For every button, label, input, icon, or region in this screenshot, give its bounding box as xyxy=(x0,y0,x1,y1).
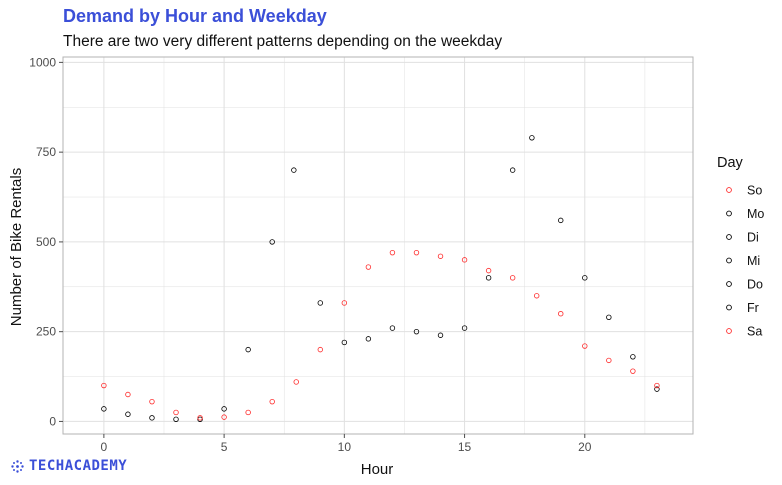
data-point xyxy=(654,382,660,389)
data-point xyxy=(529,135,535,141)
x-tick-label: 5 xyxy=(221,440,228,454)
data-point xyxy=(534,293,540,299)
data-point xyxy=(461,257,468,263)
data-point xyxy=(341,339,348,346)
y-tick-label: 500 xyxy=(36,235,56,249)
data-point xyxy=(582,343,588,349)
legend-label: So xyxy=(747,184,762,198)
data-point xyxy=(630,368,636,374)
data-point xyxy=(654,386,660,392)
data-point xyxy=(173,416,179,422)
data-point xyxy=(630,354,636,360)
y-tick-label: 250 xyxy=(36,325,56,339)
legend-key xyxy=(726,257,732,264)
data-point xyxy=(101,406,107,412)
y-tick-label: 750 xyxy=(36,145,56,159)
data-point xyxy=(582,275,588,281)
data-point xyxy=(485,267,492,274)
legend-key xyxy=(726,210,732,217)
data-point xyxy=(509,275,516,281)
data-point xyxy=(365,264,372,270)
data-point xyxy=(317,300,323,306)
chart-subtitle: There are two very different patterns de… xyxy=(63,33,503,50)
data-point xyxy=(221,406,227,412)
legend-key xyxy=(726,328,732,334)
legend-key xyxy=(726,281,732,287)
y-axis-title: Number of Bike Rentals xyxy=(8,168,25,326)
data-point xyxy=(606,314,612,321)
data-point xyxy=(389,249,396,256)
data-point xyxy=(291,167,297,173)
legend-label: Fr xyxy=(747,301,759,315)
panel-border xyxy=(62,56,694,435)
chart-title: Demand by Hour and Weekday xyxy=(63,6,327,26)
data-point xyxy=(221,414,227,420)
data-point xyxy=(245,409,251,416)
data-point xyxy=(558,217,564,224)
data-point xyxy=(197,415,203,421)
x-tick-label: 20 xyxy=(578,440,592,454)
data-point xyxy=(413,249,420,256)
data-point xyxy=(149,398,155,405)
data-point xyxy=(437,253,444,259)
data-point xyxy=(389,325,396,331)
data-point xyxy=(269,398,275,405)
x-tick-label: 0 xyxy=(101,440,108,454)
data-point xyxy=(317,346,323,353)
data-point xyxy=(437,332,444,338)
legend-label: Mo xyxy=(747,207,764,221)
legend-label: Do xyxy=(747,278,763,292)
data-point xyxy=(365,336,372,342)
x-tick-label: 15 xyxy=(458,440,472,454)
x-axis-title: Hour xyxy=(361,461,394,478)
grid-layer xyxy=(63,57,693,434)
legend: Day So Mo Di Mi Do Fr Sa xyxy=(717,155,764,339)
data-point xyxy=(509,167,516,173)
legend-key xyxy=(726,234,732,240)
sparkle-dots-icon xyxy=(11,459,24,473)
legend-key xyxy=(726,304,732,311)
data-point xyxy=(461,325,468,331)
data-point xyxy=(125,411,131,417)
y-tick-label: 1000 xyxy=(29,55,56,69)
brand-name: TECHACADEMY xyxy=(29,458,128,474)
data-point xyxy=(341,300,348,306)
data-point xyxy=(485,275,492,281)
legend-label: Mi xyxy=(747,254,760,268)
data-point xyxy=(606,357,612,364)
data-point xyxy=(293,379,299,385)
data-point xyxy=(245,346,251,353)
legend-label: Sa xyxy=(747,325,762,339)
data-point xyxy=(558,311,564,317)
legend-label: Di xyxy=(747,231,759,245)
data-point xyxy=(173,409,179,416)
x-tick-label: 10 xyxy=(338,440,352,454)
y-tick-label: 0 xyxy=(49,414,56,428)
data-point xyxy=(413,328,420,335)
data-point xyxy=(197,416,203,422)
data-point xyxy=(101,382,107,389)
data-point xyxy=(149,415,155,421)
legend-key xyxy=(726,187,732,193)
brand-logo: TECHACADEMY xyxy=(11,458,127,474)
legend-title: Day xyxy=(717,155,744,171)
points-layer xyxy=(101,135,660,422)
data-point xyxy=(269,239,275,245)
data-point xyxy=(125,391,131,398)
ticks-layer: 0 5 10 15 20 0 250 500 750 1000 xyxy=(29,55,591,454)
